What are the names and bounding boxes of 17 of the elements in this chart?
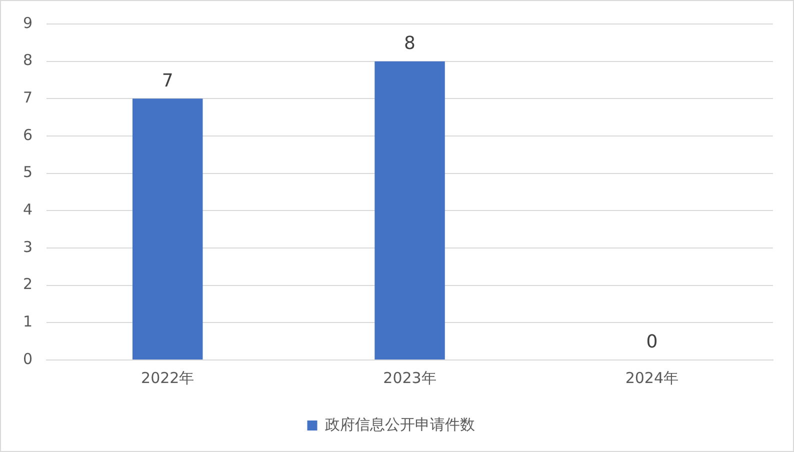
y-tick-label: 0 xyxy=(22,350,33,368)
y-tick-label: 3 xyxy=(22,238,33,256)
y-tick-label: 2 xyxy=(22,275,33,294)
y-tick-label: 7 xyxy=(22,88,33,107)
y-tick-label: 9 xyxy=(22,14,33,32)
data-label: 0 xyxy=(646,332,658,353)
legend-label: 政府信息公开申请件数 xyxy=(324,415,475,434)
x-tick-label: 2024年 xyxy=(625,368,679,387)
data-label: 7 xyxy=(162,70,174,92)
y-tick-label: 8 xyxy=(22,51,33,70)
y-tick-label: 1 xyxy=(22,312,33,331)
x-tick-label: 2023年 xyxy=(383,368,436,387)
y-tick-label: 5 xyxy=(22,163,33,182)
y-tick-label: 6 xyxy=(22,126,33,144)
y-tick-label: 4 xyxy=(22,200,33,219)
data-label: 8 xyxy=(404,33,416,54)
x-tick-label: 2022年 xyxy=(141,368,194,387)
